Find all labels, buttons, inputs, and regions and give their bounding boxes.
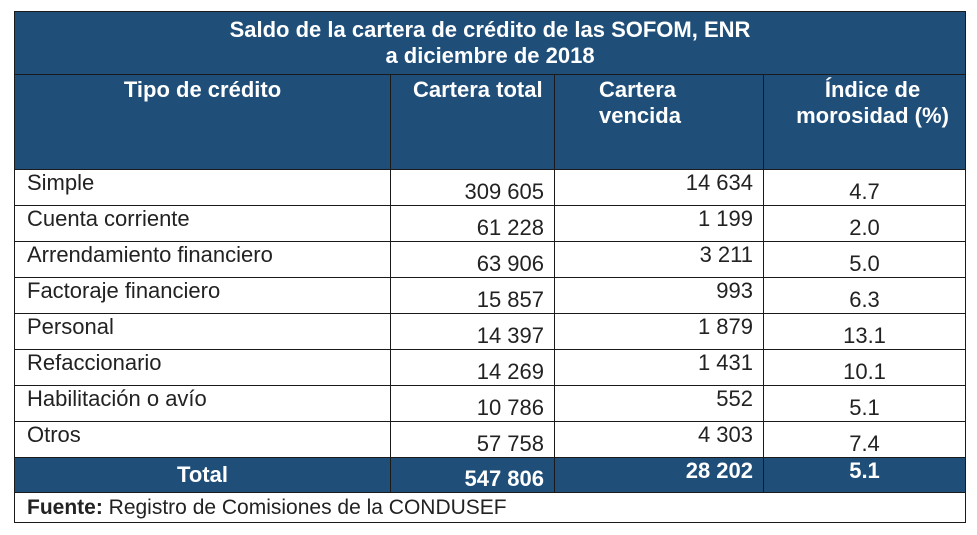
credit-portfolio-table: Saldo de la cartera de crédito de las SO…: [13, 11, 967, 523]
header-tipo: Tipo de crédito: [14, 74, 391, 170]
cell-cartera-vencida: 993: [554, 277, 764, 314]
table-row: Habilitación o avío 10 786 552 5.1: [14, 385, 967, 422]
header-cartera-total: Cartera total: [390, 74, 555, 170]
table-row: Cuenta corriente 61 228 1 199 2.0: [14, 205, 967, 242]
cell-cartera-total: 63 906: [390, 241, 555, 278]
cell-indice: 5.1: [762, 385, 967, 422]
cell-cartera-vencida: 3 211: [554, 241, 764, 278]
cell-tipo: Factoraje financiero: [14, 277, 391, 314]
title-line-2: a diciembre de 2018: [385, 43, 595, 68]
cell-cartera-vencida: 552: [554, 385, 764, 422]
header-cartera-vencida: Cartera vencida: [554, 74, 764, 170]
header-indice: Índice de morosidad (%): [762, 74, 967, 170]
title-line-1: Saldo de la cartera de crédito de las SO…: [229, 17, 751, 42]
cell-indice: 2.0: [762, 205, 967, 242]
cell-indice: 13.1: [762, 313, 967, 350]
cell-cartera-total: 57 758: [390, 421, 555, 458]
total-row: Total 547 806 28 202 5.1: [14, 457, 967, 493]
cell-indice: 10.1: [762, 349, 967, 386]
cell-cartera-vencida: 4 303: [554, 421, 764, 458]
table-row: Factoraje financiero 15 857 993 6.3: [14, 277, 967, 314]
cell-tipo: Personal: [14, 313, 391, 350]
total-cartera-vencida: 28 202: [554, 457, 764, 493]
header-row: Tipo de crédito Cartera total Cartera ve…: [14, 74, 967, 170]
source-text: Registro de Comisiones de la CONDUSEF: [102, 495, 507, 519]
cell-tipo: Cuenta corriente: [14, 205, 391, 242]
cell-indice: 4.7: [762, 169, 967, 206]
cell-indice: 6.3: [762, 277, 967, 314]
source-row: Fuente: Registro de Comisiones de la CON…: [13, 492, 967, 523]
cell-cartera-total: 61 228: [390, 205, 555, 242]
table-row: Simple 309 605 14 634 4.7: [14, 169, 967, 206]
table-row: Refaccionario 14 269 1 431 10.1: [14, 349, 967, 386]
table-title-row: Saldo de la cartera de crédito de las SO…: [13, 11, 967, 75]
cell-cartera-vencida: 14 634: [554, 169, 764, 206]
table-title: Saldo de la cartera de crédito de las SO…: [13, 11, 967, 75]
table-row: Personal 14 397 1 879 13.1: [14, 313, 967, 350]
cell-tipo: Habilitación o avío: [14, 385, 391, 422]
cell-cartera-total: 10 786: [390, 385, 555, 422]
total-indice: 5.1: [762, 457, 967, 493]
table-row: Arrendamiento financiero 63 906 3 211 5.0: [14, 241, 967, 278]
table-row: Otros 57 758 4 303 7.4: [14, 421, 967, 458]
cell-cartera-vencida: 1 199: [554, 205, 764, 242]
cell-tipo: Refaccionario: [14, 349, 391, 386]
total-label: Total: [14, 457, 391, 493]
source-note: Fuente: Registro de Comisiones de la CON…: [13, 492, 967, 523]
cell-indice: 5.0: [762, 241, 967, 278]
source-label: Fuente:: [27, 495, 103, 519]
cell-cartera-total: 309 605: [390, 169, 555, 206]
cell-cartera-vencida: 1 879: [554, 313, 764, 350]
cell-cartera-total: 15 857: [390, 277, 555, 314]
cell-cartera-total: 14 269: [390, 349, 555, 386]
cell-tipo: Arrendamiento financiero: [14, 241, 391, 278]
cell-tipo: Otros: [14, 421, 391, 458]
total-cartera-total: 547 806: [390, 457, 555, 493]
cell-cartera-vencida: 1 431: [554, 349, 764, 386]
cell-indice: 7.4: [762, 421, 967, 458]
cell-tipo: Simple: [14, 169, 391, 206]
cell-cartera-total: 14 397: [390, 313, 555, 350]
